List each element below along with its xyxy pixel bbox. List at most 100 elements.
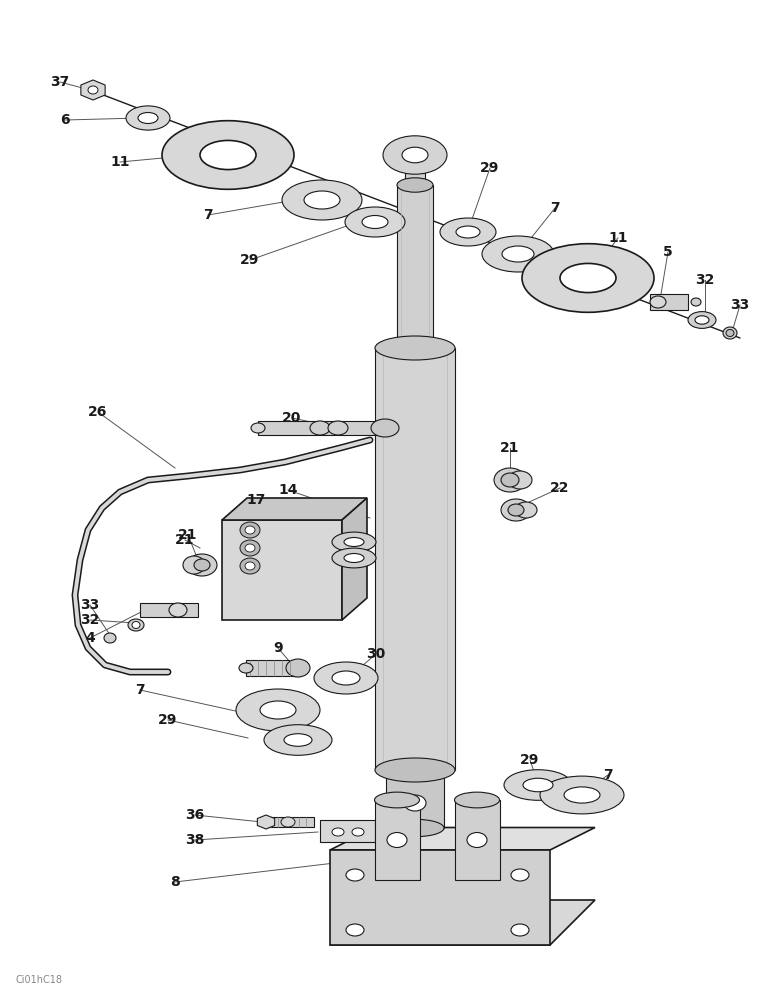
Ellipse shape — [501, 473, 519, 487]
Polygon shape — [222, 498, 367, 520]
Ellipse shape — [383, 136, 447, 174]
Ellipse shape — [286, 659, 310, 677]
Bar — [375, 800, 420, 850]
Ellipse shape — [162, 121, 294, 189]
Ellipse shape — [482, 236, 554, 272]
Ellipse shape — [404, 795, 426, 811]
Text: 20: 20 — [282, 411, 302, 425]
Ellipse shape — [726, 330, 734, 336]
Ellipse shape — [239, 663, 253, 673]
Ellipse shape — [511, 869, 529, 881]
Ellipse shape — [264, 725, 332, 755]
Ellipse shape — [346, 924, 364, 936]
Polygon shape — [258, 815, 274, 829]
Ellipse shape — [695, 316, 709, 324]
Text: 29: 29 — [158, 713, 178, 727]
Ellipse shape — [375, 336, 455, 360]
Ellipse shape — [440, 218, 496, 246]
Bar — [405, 163, 425, 185]
Ellipse shape — [362, 216, 388, 229]
Text: 32: 32 — [695, 273, 714, 287]
Bar — [386, 768, 444, 828]
Text: 21: 21 — [179, 528, 198, 542]
Ellipse shape — [522, 244, 654, 312]
Ellipse shape — [88, 86, 98, 94]
Ellipse shape — [511, 924, 529, 936]
Ellipse shape — [375, 758, 455, 782]
Text: 38: 38 — [185, 833, 204, 847]
Text: Ci01hC18: Ci01hC18 — [15, 975, 62, 985]
Ellipse shape — [371, 419, 399, 437]
Ellipse shape — [245, 544, 255, 552]
Ellipse shape — [240, 558, 260, 574]
Text: 29: 29 — [480, 161, 499, 175]
Ellipse shape — [344, 538, 364, 546]
Text: 7: 7 — [603, 768, 613, 782]
Text: 37: 37 — [50, 75, 70, 89]
Text: 29: 29 — [240, 253, 260, 267]
Ellipse shape — [501, 499, 531, 521]
Ellipse shape — [494, 468, 526, 492]
Text: 30: 30 — [366, 647, 385, 661]
Ellipse shape — [387, 832, 407, 848]
Ellipse shape — [104, 633, 116, 643]
Text: 7: 7 — [135, 683, 145, 697]
Ellipse shape — [143, 114, 153, 122]
Ellipse shape — [126, 106, 170, 130]
Bar — [455, 800, 500, 850]
Text: 5: 5 — [663, 245, 673, 259]
Ellipse shape — [352, 828, 364, 836]
Bar — [330, 850, 550, 945]
Bar — [258, 421, 385, 435]
Ellipse shape — [386, 819, 444, 837]
Polygon shape — [330, 828, 595, 850]
Ellipse shape — [240, 522, 260, 538]
Bar — [222, 520, 342, 620]
Ellipse shape — [310, 421, 330, 435]
Ellipse shape — [281, 817, 295, 827]
Text: 33: 33 — [730, 298, 749, 312]
Bar — [375, 800, 420, 880]
Ellipse shape — [467, 832, 487, 848]
Bar — [375, 348, 455, 770]
Ellipse shape — [236, 689, 320, 731]
Polygon shape — [81, 80, 105, 100]
Ellipse shape — [304, 191, 340, 209]
Bar — [320, 820, 375, 842]
Ellipse shape — [332, 828, 344, 836]
Ellipse shape — [502, 246, 534, 262]
Text: 17: 17 — [246, 493, 266, 507]
Bar — [650, 294, 688, 310]
Text: 11: 11 — [608, 231, 628, 245]
Ellipse shape — [332, 532, 376, 552]
Ellipse shape — [194, 559, 210, 571]
Ellipse shape — [540, 776, 624, 814]
Ellipse shape — [328, 421, 348, 435]
Text: 29: 29 — [521, 753, 540, 767]
Ellipse shape — [137, 112, 159, 124]
Ellipse shape — [251, 423, 265, 433]
Text: 7: 7 — [203, 208, 213, 222]
Ellipse shape — [723, 327, 737, 339]
Bar — [397, 185, 433, 350]
Text: 36: 36 — [185, 808, 204, 822]
Ellipse shape — [282, 180, 362, 220]
Text: 26: 26 — [88, 405, 108, 419]
Ellipse shape — [515, 502, 537, 518]
Bar — [266, 817, 314, 827]
Ellipse shape — [169, 603, 187, 617]
Ellipse shape — [284, 734, 312, 746]
Ellipse shape — [245, 526, 255, 534]
Ellipse shape — [314, 662, 378, 694]
Ellipse shape — [564, 787, 600, 803]
Ellipse shape — [454, 792, 499, 808]
Ellipse shape — [508, 504, 524, 516]
Ellipse shape — [332, 548, 376, 568]
Ellipse shape — [402, 147, 428, 163]
Ellipse shape — [650, 296, 666, 308]
Ellipse shape — [523, 778, 553, 792]
Ellipse shape — [240, 540, 260, 556]
Ellipse shape — [128, 619, 144, 631]
Text: 14: 14 — [278, 483, 298, 497]
Ellipse shape — [200, 140, 256, 170]
